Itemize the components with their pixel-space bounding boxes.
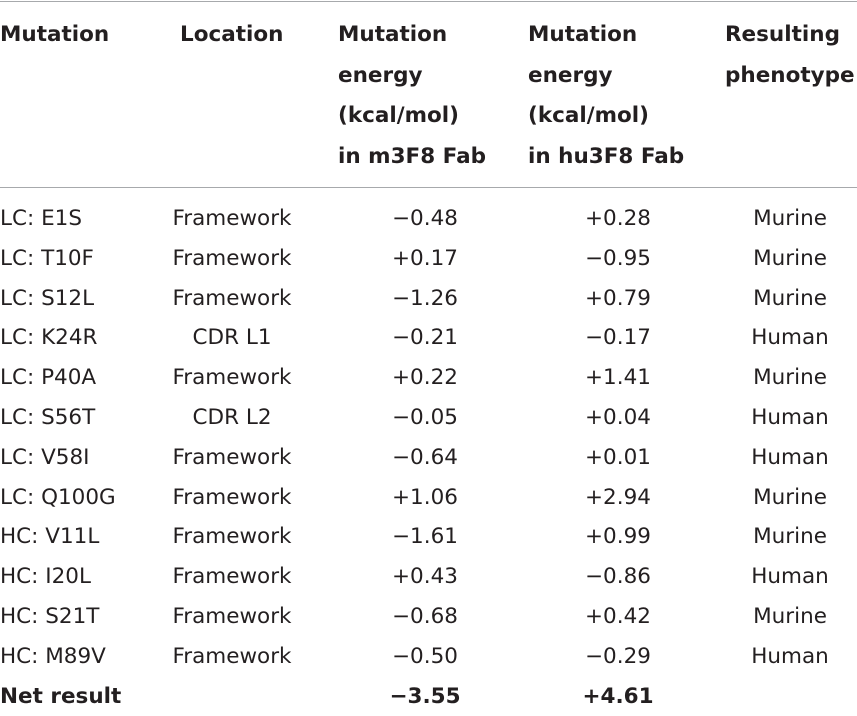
- table-body: LC: E1S Framework −0.48 +0.28 Murine LC: T10F…: [0, 199, 857, 716]
- cell-mutation: LC: S56T: [0, 404, 96, 430]
- cell-energy-m3f8: −1.26: [392, 285, 458, 311]
- cell-energy-hu3f8: −0.86: [585, 564, 651, 590]
- header-phenotype: Resulting phenotype: [725, 22, 855, 88]
- cell-location: Framework: [172, 603, 292, 629]
- cell-mutation: HC: S21T: [0, 603, 100, 629]
- cell-phenotype: Murine: [753, 524, 827, 550]
- cell-energy-hu3f8: −0.95: [585, 245, 651, 271]
- table-row: HC: S21T Framework −0.68 +0.42 Murine: [0, 597, 857, 637]
- cell-mutation: HC: I20L: [0, 564, 91, 590]
- cell-mutation: LC: T10F: [0, 245, 94, 271]
- cell-location: Framework: [172, 484, 292, 510]
- cell-energy-m3f8: −0.50: [392, 643, 458, 669]
- table-row: LC: V58I Framework −0.64 +0.01 Human: [0, 438, 857, 478]
- cell-location: Framework: [172, 285, 292, 311]
- cell-phenotype: Murine: [753, 206, 827, 231]
- table-row: LC: K24R CDR L1 −0.21 −0.17 Human: [0, 318, 857, 358]
- table-row: LC: P40A Framework +0.22 +1.41 Murine: [0, 358, 857, 398]
- cell-energy-hu3f8: −0.17: [585, 325, 651, 351]
- cell-energy-m3f8: −0.48: [392, 206, 458, 231]
- table-row: LC: T10F Framework +0.17 −0.95 Murine: [0, 239, 857, 279]
- cell-location: CDR L1: [192, 325, 272, 351]
- cell-energy-hu3f8: +0.01: [585, 444, 651, 470]
- cell-energy-hu3f8: +2.94: [585, 484, 651, 510]
- cell-phenotype: Human: [751, 404, 829, 430]
- cell-mutation: LC: Q100G: [0, 484, 116, 510]
- cell-phenotype: Murine: [753, 484, 827, 510]
- header-energy-m3f8: Mutation energy (kcal/mol) in m3F8 Fab: [338, 22, 486, 169]
- cell-energy-m3f8: +0.17: [392, 245, 458, 271]
- cell-mutation: LC: V58I: [0, 444, 90, 470]
- cell-phenotype: Human: [751, 564, 829, 590]
- cell-location: Framework: [172, 444, 292, 470]
- cell-energy-hu3f8: +4.61: [582, 683, 654, 709]
- cell-energy-hu3f8: +0.79: [585, 285, 651, 311]
- header-energy-hu3f8: Mutation energy (kcal/mol) in hu3F8 Fab: [528, 22, 685, 169]
- table-row: HC: V11L Framework −1.61 +0.99 Murine: [0, 517, 857, 557]
- cell-mutation: LC: P40A: [0, 365, 97, 391]
- cell-energy-m3f8: +1.06: [392, 484, 458, 510]
- cell-energy-m3f8: +0.43: [392, 564, 458, 590]
- net-result-row: Net result −3.55 +4.61: [0, 677, 857, 716]
- cell-energy-hu3f8: −0.29: [585, 643, 651, 669]
- cell-energy-hu3f8: +1.41: [585, 365, 651, 391]
- cell-phenotype: Murine: [753, 365, 827, 391]
- cell-energy-hu3f8: +0.99: [585, 524, 651, 550]
- cell-phenotype: Murine: [753, 285, 827, 311]
- header-location: Location: [180, 22, 284, 47]
- table-row: LC: Q100G Framework +1.06 +2.94 Murine: [0, 478, 857, 518]
- cell-phenotype: Human: [751, 444, 829, 470]
- cell-energy-hu3f8: +0.28: [585, 206, 651, 231]
- cell-phenotype: Human: [751, 643, 829, 669]
- cell-energy-m3f8: −1.61: [392, 524, 458, 550]
- cell-location: Framework: [172, 206, 292, 231]
- cell-location: Framework: [172, 524, 292, 550]
- cell-energy-m3f8: −0.05: [392, 404, 458, 430]
- table-row: HC: I20L Framework +0.43 −0.86 Human: [0, 557, 857, 597]
- cell-energy-m3f8: −3.55: [389, 683, 461, 709]
- cell-location: CDR L2: [192, 404, 272, 430]
- top-rule: [0, 1, 857, 2]
- header-mutation: Mutation: [0, 22, 110, 47]
- cell-mutation: HC: M89V: [0, 643, 106, 669]
- cell-mutation: LC: S12L: [0, 285, 95, 311]
- table-row: LC: S56T CDR L2 −0.05 +0.04 Human: [0, 398, 857, 438]
- cell-location: Framework: [172, 643, 292, 669]
- cell-mutation: LC: E1S: [0, 206, 82, 231]
- cell-location: Framework: [172, 245, 292, 271]
- header-rule: [0, 187, 857, 188]
- cell-energy-hu3f8: +0.42: [585, 603, 651, 629]
- cell-energy-hu3f8: +0.04: [585, 404, 651, 430]
- cell-energy-m3f8: −0.64: [392, 444, 458, 470]
- table-row: LC: E1S Framework −0.48 +0.28 Murine: [0, 199, 857, 239]
- cell-energy-m3f8: −0.21: [392, 325, 458, 351]
- cell-energy-m3f8: +0.22: [392, 365, 458, 391]
- cell-mutation: HC: V11L: [0, 524, 100, 550]
- cell-energy-m3f8: −0.68: [392, 603, 458, 629]
- cell-mutation: LC: K24R: [0, 325, 98, 351]
- table-row: LC: S12L Framework −1.26 +0.79 Murine: [0, 279, 857, 319]
- cell-mutation: Net result: [0, 683, 122, 709]
- cell-phenotype: Human: [751, 325, 829, 351]
- cell-location: Framework: [172, 365, 292, 391]
- table-row: HC: M89V Framework −0.50 −0.29 Human: [0, 637, 857, 677]
- cell-location: Framework: [172, 564, 292, 590]
- cell-phenotype: Murine: [753, 603, 827, 629]
- cell-phenotype: Murine: [753, 245, 827, 271]
